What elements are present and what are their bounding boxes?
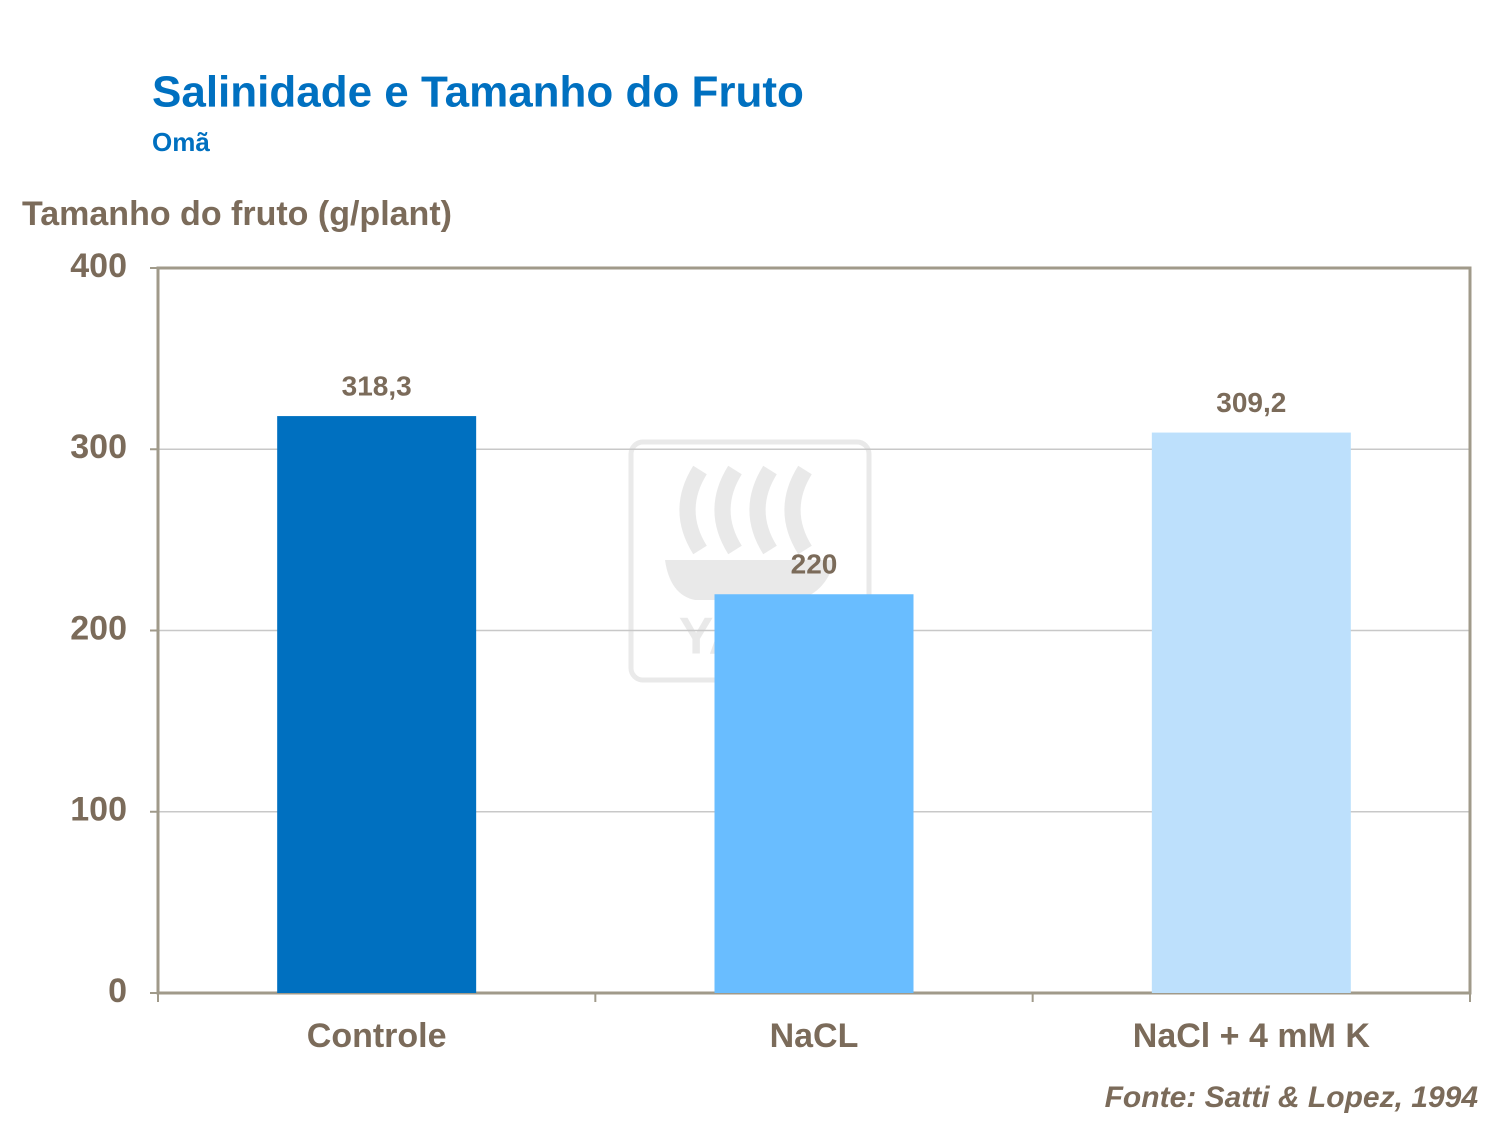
chart-subtitle: Omã [152,127,210,157]
chart-title: Salinidade e Tamanho do Fruto [152,68,804,117]
x-tick-label: Controle [307,1017,447,1055]
x-tick-label: NaCL [770,1017,859,1055]
y-tick-label: 400 [70,247,127,285]
y-tick-label: 200 [70,609,127,647]
y-tick-label: 100 [70,791,127,829]
y-tick-label: 0 [108,972,127,1010]
bar [1151,432,1351,993]
x-tick-label: NaCl + 4 mM K [1133,1017,1371,1055]
y-tick-label: 300 [70,428,127,466]
source-note: Fonte: Satti & Lopez, 1994 [1105,1081,1479,1114]
y-axis-label: Tamanho do fruto (g/plant) [22,195,452,233]
bar [277,416,477,993]
watermark-boat [665,560,835,600]
value-label: 318,3 [342,370,412,401]
value-label: 220 [791,549,838,580]
value-label: 309,2 [1216,387,1286,418]
watermark-waves [679,465,812,555]
bar [714,594,914,993]
